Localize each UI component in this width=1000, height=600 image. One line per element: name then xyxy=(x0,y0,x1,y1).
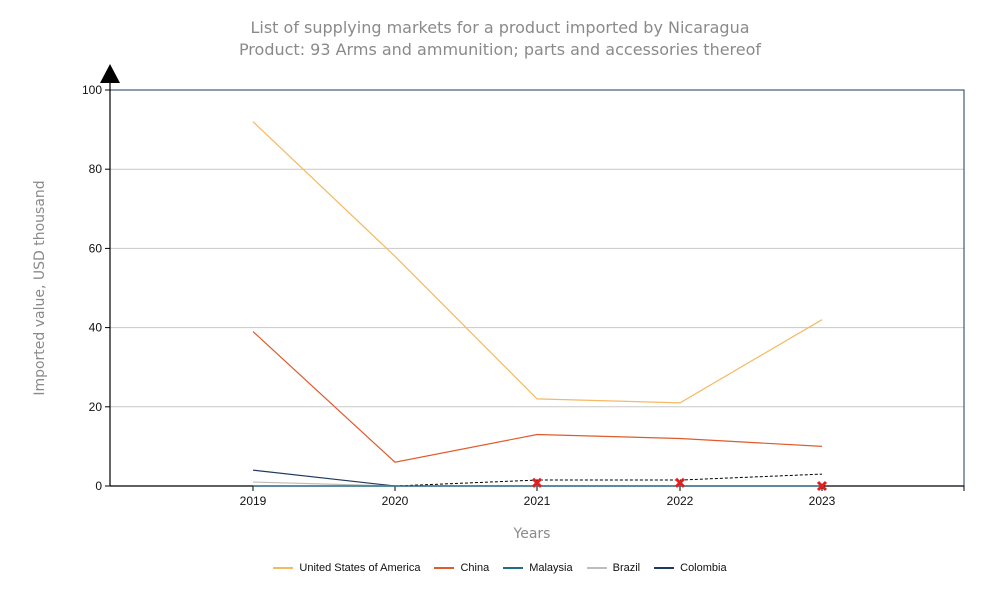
legend-label: Brazil xyxy=(612,562,641,574)
plot-border xyxy=(109,89,965,487)
x-tick-label: 2020 xyxy=(382,494,409,508)
y-tick-label: 60 xyxy=(89,241,103,255)
y-tick-label: 40 xyxy=(89,321,103,335)
legend-label: Malaysia xyxy=(529,562,573,574)
marker-x xyxy=(816,480,828,492)
x-tick-label: 2022 xyxy=(667,494,694,508)
marker-x xyxy=(531,477,543,488)
y-tick-label: 100 xyxy=(82,83,102,97)
y-axis-label: Imported value, USD thousand xyxy=(32,180,48,395)
legend-item-china: China xyxy=(434,562,489,574)
series-line-china xyxy=(252,331,823,463)
chart-subtitle: Product: 93 Arms and ammunition; parts a… xyxy=(238,40,762,59)
legend-item-malaysia: Malaysia xyxy=(503,562,573,574)
y-axis-arrow xyxy=(100,64,120,83)
marker-x-shape xyxy=(674,477,686,488)
series-line-united-states-of-america xyxy=(252,121,823,404)
legend-item-colombia: Colombia xyxy=(654,562,727,574)
y-tick-label: 20 xyxy=(89,400,103,414)
y-tick-label: 0 xyxy=(95,479,102,493)
legend-item-brazil: Brazil xyxy=(586,562,641,574)
legend-item-united-states-of-america: United States of America xyxy=(273,562,420,574)
marker-x-shape xyxy=(531,477,543,488)
y-tick-label: 80 xyxy=(89,162,103,176)
x-axis-label: Years xyxy=(513,526,551,542)
marker-x xyxy=(674,477,686,488)
x-tick-label: 2021 xyxy=(524,494,551,508)
legend-label: United States of America xyxy=(299,562,421,574)
legend-label: Colombia xyxy=(680,562,727,574)
x-tick-label: 2023 xyxy=(809,494,836,508)
legend-swatch xyxy=(654,567,675,569)
legend-swatch xyxy=(434,567,455,569)
x-tick-label: 2019 xyxy=(240,494,267,508)
legend-swatch xyxy=(273,567,294,569)
chart-legend: United States of America China Malaysia Bra… xyxy=(0,562,1000,574)
dashed-series-line xyxy=(394,473,823,487)
legend-label: China xyxy=(460,562,490,574)
chart-title: List of supplying markets for a product … xyxy=(250,18,750,37)
marker-x-shape xyxy=(816,480,828,492)
legend-swatch xyxy=(586,567,607,569)
legend-swatch xyxy=(503,567,524,569)
series-line-colombia xyxy=(252,469,396,487)
